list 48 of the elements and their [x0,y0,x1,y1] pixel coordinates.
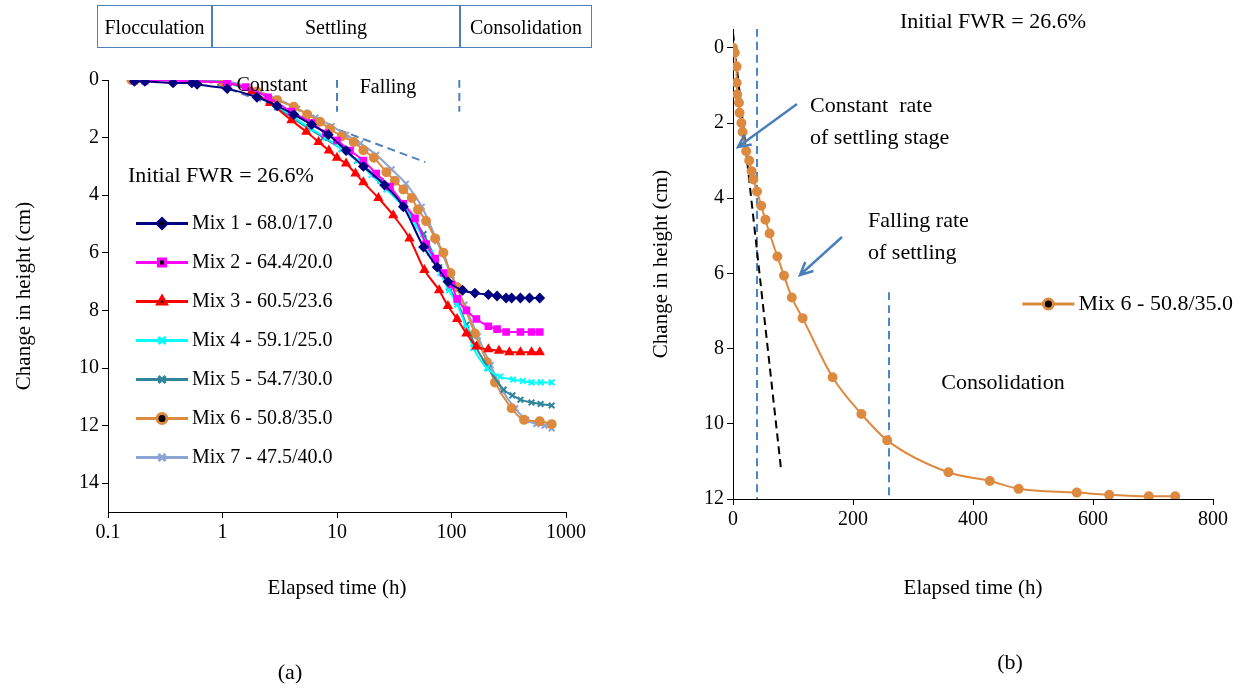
y-tick-label: 4 [714,185,724,208]
y-tick-label: 8 [89,297,99,320]
legend-label: Mix 4 - 59.1/25.0 [192,327,333,350]
y-tick-label: 4 [89,182,99,205]
chart-title: Initial FWR = 26.6% [900,7,1086,33]
x-tick-label: 600 [1078,507,1108,530]
x-axis-title: Elapsed time (h) [267,574,407,599]
y-tick-label: 14 [79,470,99,493]
y-tick-label: 2 [714,110,724,133]
legend-title: Initial FWR = 26.6% [128,162,314,188]
y-tick-label: 6 [714,260,724,283]
y-tick-label: 8 [714,335,724,358]
x-tick-label: 1000 [546,520,586,543]
x-tick-label: 1 [217,520,228,543]
y-axis-title: Change in height (cm) [648,169,673,359]
y-tick-label: 0 [714,35,724,58]
annotation: Falling rate of settling [868,206,969,266]
legend-label: Mix 2 - 64.4/20.0 [192,249,333,272]
y-tick-label: 10 [79,355,99,378]
text: Settling [212,5,460,48]
x-tick-label: 10 [327,520,347,543]
text: (b) [997,648,1023,676]
legend-label: Mix 1 - 68.0/17.0 [192,210,333,233]
y-tick-label: 12 [79,412,99,435]
y-tick-label: 10 [704,411,724,434]
text: (a) [277,658,303,686]
y-tick-label: 0 [89,67,99,90]
legend-label: Mix 6 - 50.8/35.0 [192,405,333,428]
y-axis-title: Change in height (cm) [11,201,36,391]
x-tick-label: 0 [728,507,738,530]
x-tick-label: 400 [958,507,988,530]
x-tick-label: 800 [1198,507,1228,530]
legend-label: Mix 6 - 50.8/35.0 [1078,289,1234,315]
legend-label: Mix 7 - 47.5/40.0 [192,444,333,467]
annotation: Falling [359,74,417,100]
x-axis-title: Elapsed time (h) [903,574,1043,599]
legend-label: Mix 3 - 60.5/23.6 [192,288,333,311]
x-tick-label: 100 [436,520,467,543]
y-tick-label: 6 [89,240,99,263]
text: Consolidation [460,5,592,48]
text: Flocculation [97,5,212,48]
annotation: Constant rate of settling stage [810,91,950,151]
x-tick-label: 200 [838,507,868,530]
x-tick-label: 0.1 [95,520,121,543]
y-tick-label: 2 [89,124,99,147]
y-tick-label: 12 [704,486,724,509]
annotation: Consolidation [941,368,1065,396]
legend-label: Mix 5 - 54.7/30.0 [192,366,333,389]
